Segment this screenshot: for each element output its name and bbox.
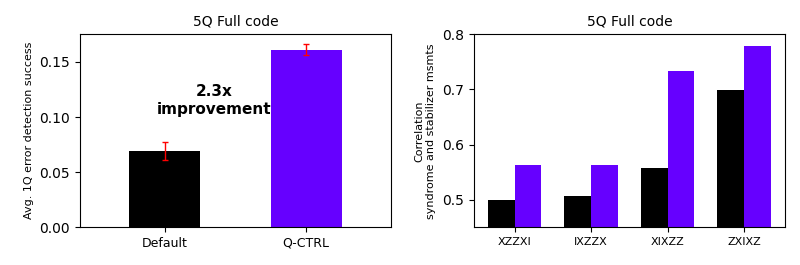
Bar — [718, 90, 744, 265]
Text: 2.3x
improvement: 2.3x improvement — [157, 84, 271, 117]
Y-axis label: Correlation
syndrome and stabilizer msmts: Correlation syndrome and stabilizer msmt… — [415, 43, 437, 219]
Y-axis label: Avg. 1Q error detection success: Avg. 1Q error detection success — [24, 42, 34, 219]
Bar — [488, 200, 514, 265]
Bar — [744, 46, 771, 265]
Bar — [641, 168, 667, 265]
Bar — [271, 50, 342, 227]
Bar — [564, 196, 591, 265]
Bar — [591, 165, 618, 265]
Bar — [667, 71, 694, 265]
Title: 5Q Full code: 5Q Full code — [586, 15, 672, 29]
Bar — [130, 151, 200, 227]
Bar — [514, 165, 542, 265]
Title: 5Q Full code: 5Q Full code — [193, 15, 278, 29]
